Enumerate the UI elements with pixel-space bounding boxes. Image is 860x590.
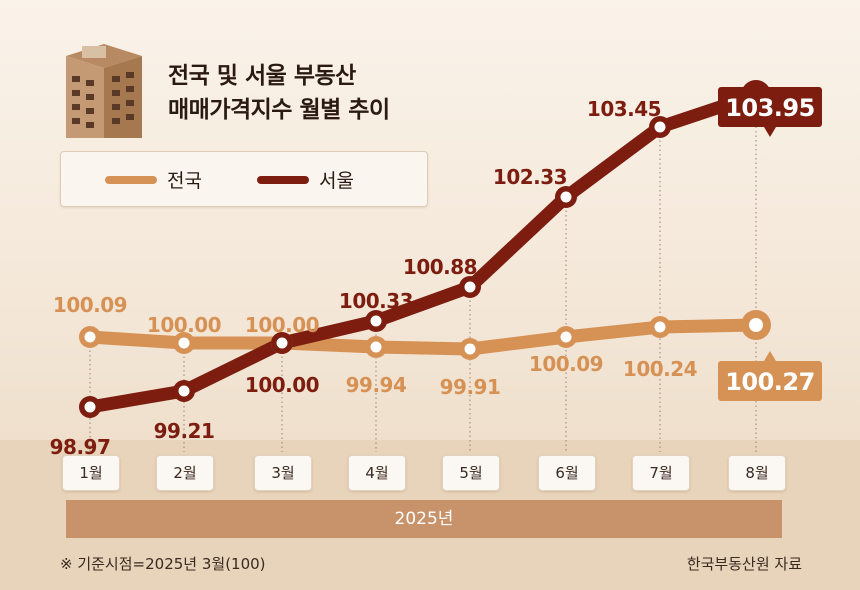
legend-swatch-national bbox=[105, 176, 157, 184]
point-center bbox=[464, 281, 476, 293]
point-center bbox=[84, 331, 96, 343]
legend-label-seoul: 서울 bbox=[319, 170, 354, 192]
x-tick-label: 7월 bbox=[632, 455, 690, 491]
legend-swatch-seoul bbox=[257, 176, 309, 184]
point-center bbox=[178, 385, 190, 397]
apartment-building-icon bbox=[66, 44, 142, 138]
data-label-seoul: 100.33 bbox=[339, 289, 413, 313]
callout-label-seoul: 103.95 bbox=[725, 94, 815, 122]
series-line-seoul bbox=[83, 88, 763, 414]
callout-pointer bbox=[764, 127, 776, 137]
x-tick-label: 5월 bbox=[442, 455, 500, 491]
data-label-national: 99.91 bbox=[440, 375, 501, 399]
data-label-national: 100.09 bbox=[53, 293, 127, 317]
callout-label-seoul-box bbox=[718, 87, 822, 127]
point-center bbox=[749, 318, 763, 332]
point-center bbox=[560, 191, 572, 203]
point-center bbox=[276, 337, 288, 349]
legend: 전국 서울 bbox=[60, 151, 428, 207]
point-center bbox=[370, 315, 382, 327]
data-label-national: 100.24 bbox=[623, 357, 697, 381]
data-label-national: 99.94 bbox=[346, 373, 407, 397]
x-group-label: 2025년 bbox=[66, 500, 782, 538]
callout-label-national-box bbox=[718, 361, 822, 401]
x-tick-label: 2월 bbox=[156, 455, 214, 491]
point-center bbox=[178, 337, 190, 349]
data-label-national: 100.00 bbox=[245, 313, 319, 337]
data-label-national: 100.00 bbox=[147, 313, 221, 337]
x-tick-label: 3월 bbox=[254, 455, 312, 491]
data-label-seoul: 100.00 bbox=[245, 373, 319, 397]
x-tick-label: 4월 bbox=[348, 455, 406, 491]
data-label-seoul: 100.88 bbox=[403, 255, 477, 279]
footnote: ※ 기준시점=2025년 3월(100) bbox=[60, 555, 266, 573]
point-center bbox=[370, 341, 382, 353]
data-label-national: 100.09 bbox=[529, 352, 603, 376]
x-tick-label: 6월 bbox=[538, 455, 596, 491]
point-center bbox=[464, 343, 476, 355]
callout-pointer bbox=[764, 351, 776, 361]
data-label-seoul: 99.21 bbox=[154, 419, 215, 443]
point-center bbox=[654, 121, 666, 133]
data-label-seoul: 103.45 bbox=[587, 97, 661, 121]
x-tick-label: 8월 bbox=[728, 455, 786, 491]
chart-title-line2: 매매가격지수 월별 추이 bbox=[168, 97, 390, 123]
legend-label-national: 전국 bbox=[167, 170, 202, 192]
point-center bbox=[560, 331, 572, 343]
chart-title-line1: 전국 및 서울 부동산 bbox=[168, 63, 356, 89]
point-center bbox=[654, 321, 666, 333]
callout-label-national: 100.27 bbox=[725, 368, 815, 396]
series-line-national bbox=[83, 318, 763, 356]
point-center bbox=[84, 401, 96, 413]
data-label-seoul: 102.33 bbox=[493, 165, 567, 189]
x-tick-label: 1월 bbox=[62, 455, 120, 491]
source-credit: 한국부동산원 자료 bbox=[686, 555, 802, 573]
